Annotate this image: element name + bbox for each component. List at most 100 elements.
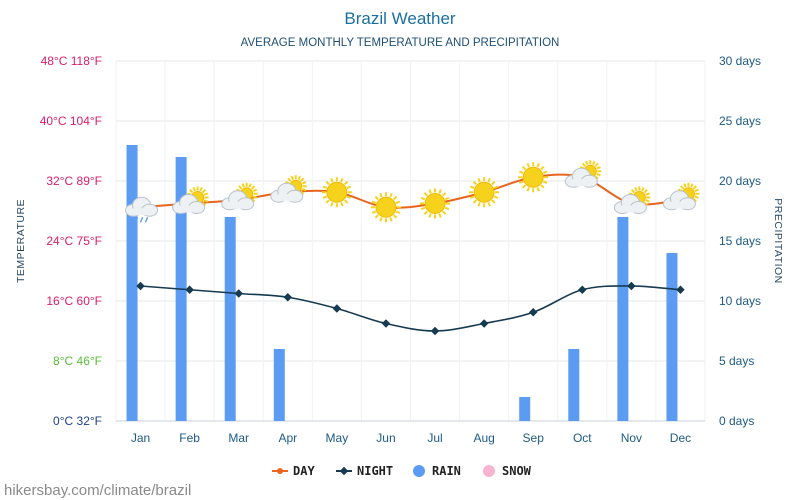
sun-ray [428,189,432,194]
sun-ray [287,177,292,183]
rain-bar [617,217,629,421]
night-point [627,281,636,291]
sun-ray [300,190,305,195]
legend-item-snow[interactable]: SNOW [483,464,532,478]
sun-disc [473,181,495,203]
x-tick-label: Apr [278,431,297,445]
grid-lines [115,60,706,422]
sun-ray [469,195,475,199]
weather-icons [125,160,700,223]
sun-ray [374,195,379,201]
legend-marker [339,466,349,476]
sun-ray [238,185,243,190]
night-point [381,319,391,328]
night-point [528,308,538,317]
sun-ray [325,180,330,186]
sun-icon [420,188,451,219]
night-point [578,285,587,294]
partly-cloudy-icon [221,182,258,211]
legend-marker [277,468,283,474]
sun-ray [491,180,496,186]
night-point [676,285,685,294]
right-tick-label: 15 days [719,234,761,248]
sun-ray [645,192,650,196]
sun-ray [592,160,596,166]
sun-ray [393,195,398,201]
sun-ray [438,213,442,218]
sun-ray [346,195,352,199]
sun-ray [540,184,545,189]
sun-ray [250,197,256,203]
night-point [136,281,145,291]
sun-ray [634,186,638,192]
sun-ray [540,165,545,171]
right-tick-label: 20 days [719,174,761,188]
sun-ray [643,201,648,206]
x-tick-label: Jan [131,431,150,445]
sun-ray [442,192,447,197]
sun-ray [444,206,450,211]
sun-ray [395,200,401,204]
sun-ray [330,178,334,183]
sun-ray [542,170,548,174]
night-point [234,289,243,298]
legend-item-night[interactable]: NIGHT [336,464,393,478]
rain-drop [144,216,149,223]
sun-ray [581,162,587,168]
night-point [430,326,440,336]
cloud-shape [564,167,598,188]
legend-item-rain[interactable]: RAIN [413,464,461,478]
sun-ray [189,189,194,194]
legend-item-day[interactable]: DAY [272,464,315,478]
cloud-shape [221,190,255,211]
sun-icon [469,177,500,208]
source-link[interactable]: hikersbay.com/climate/brazil [4,482,191,499]
sun-ray [201,201,207,206]
sun-ray [594,162,599,168]
legend-label: NIGHT [357,464,393,478]
sun-ray [521,165,527,171]
sun-ray [203,192,209,196]
sun-ray [290,175,295,181]
sun-ray [300,177,305,183]
sun-ray [526,163,530,168]
rain-bar [273,349,285,421]
sun-ray [521,184,527,189]
sun-ray [641,186,645,192]
sun-ray [371,210,377,214]
rain-bar [568,349,580,421]
sun-ray [252,195,258,199]
legend-marker [483,465,495,477]
sun-ray [477,178,481,183]
sun-ray [472,199,478,204]
sun-ray [250,185,256,190]
x-tick-label: Jun [376,431,395,445]
sun-ray [297,175,301,181]
sun-ray [444,196,450,201]
sun-ray [322,185,328,189]
right-tick-label: 5 days [719,354,754,368]
sun-ray [192,186,196,192]
sun-ray [596,173,601,177]
sun-icon [370,192,401,223]
sun-disc [326,181,348,203]
chart-title: Brazil Weather [344,9,456,28]
sun-ray [442,210,447,215]
sun-ray [389,193,393,198]
sun-ray [438,189,442,194]
sun-ray [536,163,540,168]
sun-rays [420,188,451,219]
partly-cloudy-icon [662,182,700,211]
sun-ray [683,183,687,188]
cloud-shape [270,182,304,203]
rain-bar [224,217,236,421]
rain-bar [666,253,678,421]
rain-drop [134,216,139,223]
sun-rays [321,177,352,208]
sun-disc [424,193,446,214]
sun-ray [428,213,432,218]
x-tick-label: Nov [621,431,642,445]
partly-cloudy-icon [172,186,209,214]
sun-ray [346,185,352,189]
sun-disc [522,166,544,188]
